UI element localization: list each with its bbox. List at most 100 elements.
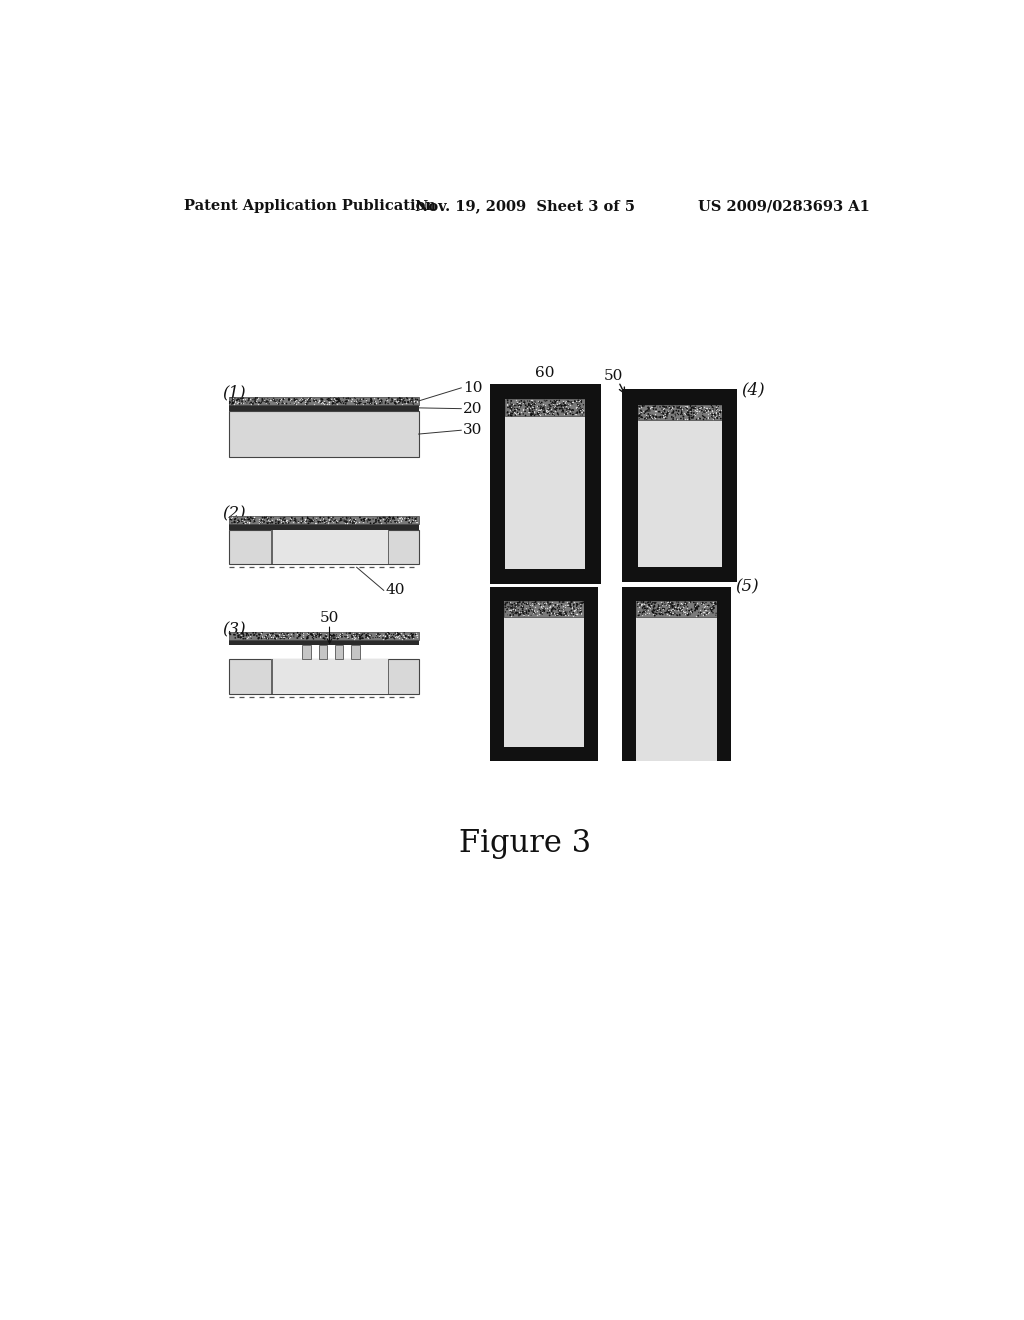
- Point: [663, 591, 679, 612]
- Point: [361, 510, 378, 531]
- Point: [386, 388, 402, 409]
- Bar: [489, 587, 504, 760]
- Point: [306, 510, 323, 531]
- Point: [643, 598, 659, 619]
- Point: [330, 388, 346, 409]
- Point: [326, 389, 342, 411]
- Text: Patent Application Publication: Patent Application Publication: [183, 199, 436, 213]
- Point: [331, 511, 347, 532]
- Point: [265, 507, 282, 528]
- Point: [409, 507, 425, 528]
- Point: [379, 389, 395, 411]
- Point: [545, 395, 561, 416]
- Point: [526, 593, 543, 614]
- Bar: [271, 659, 273, 693]
- Point: [529, 396, 546, 417]
- Point: [689, 598, 706, 619]
- Point: [344, 388, 360, 409]
- Point: [639, 603, 655, 624]
- Point: [356, 510, 373, 531]
- Point: [391, 624, 408, 645]
- Point: [346, 628, 362, 649]
- Point: [342, 508, 358, 529]
- Point: [638, 404, 654, 425]
- Point: [705, 408, 721, 429]
- Point: [557, 597, 573, 618]
- Point: [709, 400, 725, 421]
- Point: [287, 510, 303, 531]
- Point: [271, 512, 288, 533]
- Point: [567, 397, 584, 418]
- Point: [267, 511, 284, 532]
- Point: [305, 393, 322, 414]
- Point: [291, 389, 307, 411]
- Point: [391, 507, 408, 528]
- Point: [675, 597, 691, 618]
- Point: [334, 391, 350, 412]
- Point: [537, 598, 553, 619]
- Point: [667, 597, 683, 618]
- Point: [540, 397, 556, 418]
- Point: [662, 403, 678, 424]
- Point: [370, 507, 386, 528]
- Point: [225, 389, 242, 411]
- Point: [509, 593, 525, 614]
- Point: [290, 622, 306, 643]
- Point: [522, 393, 539, 414]
- Point: [231, 624, 248, 645]
- Point: [270, 393, 287, 414]
- Point: [353, 510, 370, 531]
- Point: [395, 392, 412, 413]
- Point: [299, 393, 315, 414]
- Point: [224, 512, 241, 533]
- Point: [326, 388, 342, 409]
- Point: [256, 626, 272, 647]
- Point: [298, 623, 314, 644]
- Point: [283, 389, 299, 411]
- Point: [691, 397, 708, 418]
- Point: [406, 391, 422, 412]
- Bar: [638, 405, 722, 420]
- Point: [394, 388, 411, 409]
- Point: [654, 396, 671, 417]
- Point: [311, 510, 328, 531]
- Point: [521, 391, 538, 412]
- Point: [542, 597, 558, 618]
- Point: [224, 507, 241, 528]
- Point: [654, 407, 671, 428]
- Point: [309, 624, 326, 645]
- Point: [552, 602, 568, 623]
- Point: [288, 389, 304, 411]
- Point: [273, 388, 290, 409]
- Point: [287, 510, 303, 531]
- Point: [646, 407, 663, 428]
- Point: [671, 599, 687, 620]
- Point: [499, 591, 515, 612]
- Point: [268, 626, 285, 647]
- Bar: [228, 529, 419, 564]
- Point: [643, 407, 659, 428]
- Point: [570, 391, 587, 412]
- Point: [404, 388, 421, 409]
- Point: [276, 388, 293, 409]
- Point: [259, 507, 275, 528]
- Point: [694, 405, 711, 426]
- Bar: [623, 587, 731, 601]
- Point: [247, 389, 263, 411]
- Point: [281, 623, 297, 644]
- Point: [523, 396, 540, 417]
- Point: [540, 602, 556, 623]
- Point: [238, 512, 254, 533]
- Point: [510, 599, 526, 620]
- Point: [655, 403, 672, 424]
- Point: [378, 628, 394, 649]
- Point: [315, 511, 332, 532]
- Point: [542, 595, 558, 616]
- Point: [250, 623, 266, 644]
- Point: [673, 593, 689, 614]
- Point: [556, 602, 572, 623]
- Point: [657, 408, 674, 429]
- Point: [665, 597, 681, 618]
- Point: [559, 594, 575, 615]
- Point: [308, 510, 325, 531]
